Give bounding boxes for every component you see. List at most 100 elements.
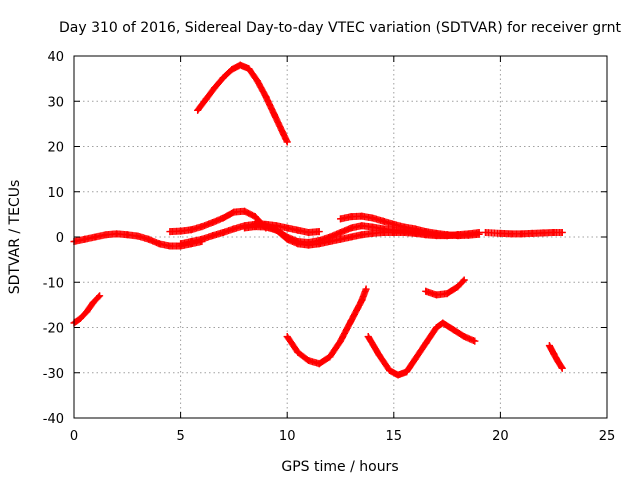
data-point xyxy=(251,219,259,227)
data-point xyxy=(337,228,344,236)
series-arc-d xyxy=(194,61,291,146)
data-point xyxy=(454,232,462,240)
data-point xyxy=(209,232,217,240)
data-point xyxy=(443,231,451,239)
data-point xyxy=(326,353,334,361)
data-point xyxy=(390,226,398,234)
data-point xyxy=(364,333,372,341)
data-point xyxy=(422,228,430,236)
chart-title: Day 310 of 2016, Sidereal Day-to-day VTE… xyxy=(59,20,621,36)
data-point xyxy=(507,230,515,238)
data-point xyxy=(439,319,447,327)
data-point xyxy=(432,229,440,237)
data-point xyxy=(145,235,153,243)
data-point xyxy=(496,229,504,237)
data-point xyxy=(558,364,566,372)
data-point xyxy=(89,299,97,307)
data-point xyxy=(368,223,376,231)
data-point xyxy=(550,228,558,236)
y-tick-label: 30 xyxy=(47,95,64,110)
data-point xyxy=(202,95,210,103)
data-point xyxy=(464,231,472,239)
data-point xyxy=(471,337,479,345)
data-point xyxy=(347,224,355,232)
series-arc-g xyxy=(251,219,323,236)
data-point xyxy=(283,224,291,232)
data-point xyxy=(315,360,323,368)
series-arc-h xyxy=(337,212,451,239)
data-point xyxy=(305,228,313,236)
y-tick-label: -30 xyxy=(43,367,64,382)
series-arc-m xyxy=(443,230,483,240)
data-point xyxy=(219,228,227,236)
data-point xyxy=(294,348,302,356)
data-point xyxy=(198,223,206,231)
data-point xyxy=(194,106,202,114)
y-tick-label: 0 xyxy=(56,231,64,246)
data-point xyxy=(454,283,462,291)
data-point xyxy=(198,235,206,243)
data-point xyxy=(187,226,195,234)
series-arc-n xyxy=(481,228,566,238)
series-line-arc-d xyxy=(194,61,291,146)
data-point xyxy=(528,229,536,237)
data-point xyxy=(123,231,131,239)
series-arc-o xyxy=(545,342,566,372)
data-point xyxy=(545,342,553,350)
y-tick-label: -10 xyxy=(43,276,64,291)
data-point xyxy=(241,207,249,215)
data-point xyxy=(113,230,121,238)
data-point xyxy=(134,232,142,240)
data-point xyxy=(262,93,270,101)
data-point xyxy=(219,74,227,82)
data-point xyxy=(166,228,174,236)
data-point xyxy=(403,368,411,376)
data-point xyxy=(273,222,281,230)
data-point xyxy=(400,223,408,231)
data-point xyxy=(241,224,249,232)
data-point xyxy=(91,233,99,241)
data-point xyxy=(187,238,195,246)
data-point xyxy=(337,337,344,345)
data-point xyxy=(368,229,376,237)
data-point xyxy=(209,219,217,227)
data-point xyxy=(443,290,451,298)
data-point xyxy=(347,213,355,221)
data-point xyxy=(177,240,185,248)
data-point xyxy=(76,314,84,322)
x-axis-label: GPS time / hours xyxy=(281,459,398,475)
series-arc-l xyxy=(422,276,468,299)
x-tick-label: 0 xyxy=(70,429,78,444)
data-points xyxy=(70,61,566,379)
x-tick-label: 25 xyxy=(599,429,616,444)
data-point xyxy=(326,233,334,241)
data-point xyxy=(305,238,313,246)
data-point xyxy=(358,231,366,239)
data-point xyxy=(432,291,440,299)
data-point xyxy=(283,138,291,146)
y-tick-label: 40 xyxy=(47,50,64,65)
series-arc-j xyxy=(364,319,447,379)
data-point xyxy=(230,208,238,216)
data-point xyxy=(347,233,355,241)
data-point xyxy=(228,66,236,74)
data-point xyxy=(379,217,387,225)
series-arc-b xyxy=(70,292,104,327)
data-point xyxy=(279,129,287,137)
data-point xyxy=(245,65,253,73)
x-tick-label: 10 xyxy=(279,429,296,444)
data-point xyxy=(554,357,562,365)
data-point xyxy=(422,339,430,347)
data-point xyxy=(368,214,376,222)
y-tick-label: -20 xyxy=(43,322,64,337)
data-point xyxy=(251,213,259,221)
data-point xyxy=(219,214,227,222)
data-point xyxy=(411,355,419,363)
series-line-arc-i xyxy=(283,285,370,368)
x-tick-label: 5 xyxy=(176,429,184,444)
data-point xyxy=(411,225,419,233)
x-tick-label: 20 xyxy=(492,429,509,444)
data-point xyxy=(337,215,344,223)
data-point xyxy=(294,238,302,246)
